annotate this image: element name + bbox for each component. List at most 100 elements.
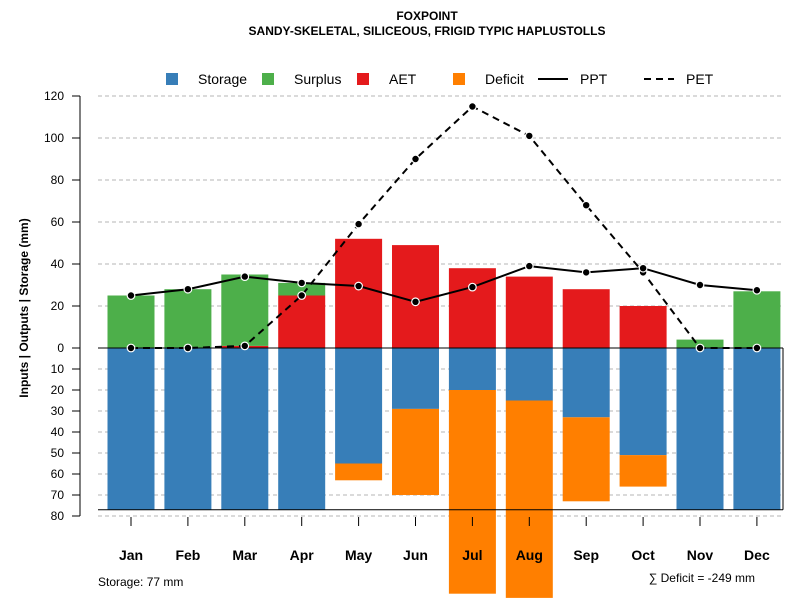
storage-bar (448, 348, 496, 390)
x-tick-label: Nov (687, 547, 714, 563)
y-tick-label: 20 (51, 299, 65, 313)
deficit-bar (619, 455, 667, 487)
storage-bar (221, 348, 269, 510)
bars (98, 238, 784, 598)
y-tick-label: 100 (44, 131, 64, 145)
x-tick-label: Jun (403, 547, 428, 563)
storage-bar (733, 348, 781, 510)
storage-bar (335, 348, 383, 464)
storage-bar (619, 348, 667, 456)
gridlines (98, 95, 783, 517)
y-axis-label: Inputs | Outputs | Storage (mm) (17, 218, 31, 397)
storage-bar (676, 348, 724, 510)
deficit-bar (562, 417, 610, 502)
y-tick-label: 20 (51, 383, 65, 397)
ppt-point (695, 280, 705, 290)
storage-bar (107, 348, 155, 510)
storage-bar (505, 348, 553, 401)
deficit-bar (448, 390, 496, 594)
ppt-line (130, 265, 757, 303)
legend: Storage Surplus AET Deficit PPT PET (166, 71, 714, 87)
ppt-point (297, 278, 307, 288)
ppt-point (468, 282, 477, 292)
y-tick-label: 50 (51, 446, 65, 460)
x-tick-label: Jul (462, 547, 482, 563)
aet-bar (278, 295, 326, 348)
ppt-point (411, 297, 420, 307)
aet-bar (335, 238, 383, 348)
chart-title: FOXPOINT (396, 9, 458, 23)
storage-bar (392, 348, 439, 409)
pet-point (695, 343, 705, 353)
ppt-point (183, 284, 193, 294)
deficit-note: ∑ Deficit = -249 mm (649, 571, 755, 585)
x-tick-label: Aug (516, 547, 543, 563)
aet-bar (562, 289, 610, 348)
x-tick-label: Sep (573, 547, 599, 563)
aet-bar (505, 276, 553, 348)
y-tick-label: 80 (51, 509, 65, 523)
y-tick-label: 70 (51, 488, 65, 502)
legend-label-surplus: Surplus (294, 71, 341, 87)
storage-note: Storage: 77 mm (98, 575, 183, 589)
pet-point (411, 154, 420, 164)
x-tick-label: Feb (175, 547, 200, 563)
y-tick-label: 30 (51, 404, 65, 418)
legend-label-pet: PET (686, 71, 714, 87)
series-lines (126, 102, 762, 353)
x-tick-label: May (345, 547, 372, 563)
legend-label-storage: Storage (198, 71, 247, 87)
x-tick-label: Oct (631, 547, 655, 563)
legend-label-deficit: Deficit (485, 71, 524, 87)
surplus-bar (278, 282, 326, 296)
pet-point (468, 102, 477, 111)
x-tick-label: Apr (290, 547, 315, 563)
surplus-bar (221, 274, 269, 346)
pet-point (240, 341, 250, 351)
surplus-bar (107, 295, 155, 348)
pet-point (752, 343, 762, 353)
ppt-point (354, 281, 364, 291)
legend-key-deficit (453, 73, 465, 85)
pet-point (183, 343, 193, 353)
surplus-bar (164, 289, 212, 348)
legend-key-storage (166, 73, 178, 85)
deficit-bar (335, 463, 383, 481)
y-tick-label: 40 (51, 425, 65, 439)
pet-line (131, 105, 757, 349)
aet-bar (619, 306, 667, 348)
y-tick-label: 0 (57, 341, 64, 355)
y-axis: 0 20 40 60 80 100 120 10 20 30 40 50 60 70 80 (44, 89, 81, 523)
ppt-point (240, 272, 250, 282)
storage-bar (562, 348, 610, 418)
legend-label-ppt: PPT (580, 71, 608, 87)
ppt-point (524, 261, 534, 271)
pet-point (581, 200, 591, 210)
storage-bar (278, 348, 326, 510)
y-tick-label: 80 (51, 173, 65, 187)
deficit-bar (392, 408, 439, 495)
legend-key-aet (357, 73, 369, 85)
x-axis: Jan Feb Mar Apr May Jun Jul Aug Sep Oct Nov Dec (119, 517, 770, 563)
ppt-point (638, 263, 648, 273)
deficit-bar (505, 400, 553, 598)
x-tick-label: Dec (744, 547, 770, 563)
legend-key-surplus (262, 73, 274, 85)
storage-bar (164, 348, 212, 510)
legend-label-aet: AET (389, 71, 417, 87)
y-tick-label: 60 (51, 467, 65, 481)
pet-point (354, 219, 364, 229)
chart-subtitle: SANDY-SKELETAL, SILICEOUS, FRIGID TYPIC … (249, 24, 606, 38)
ppt-point (581, 268, 591, 277)
y-tick-label: 120 (44, 89, 64, 103)
y-tick-label: 10 (51, 362, 65, 376)
surplus-bar (733, 291, 781, 348)
x-tick-label: Jan (119, 547, 143, 563)
pet-point (126, 343, 136, 353)
y-tick-label: 40 (51, 257, 65, 271)
y-tick-label: 60 (51, 215, 65, 229)
x-tick-label: Mar (232, 547, 257, 563)
ppt-point (126, 291, 136, 300)
pet-point (297, 291, 307, 300)
